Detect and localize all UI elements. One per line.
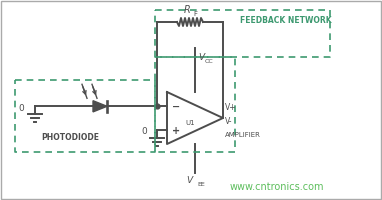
Text: FEEDBACK NETWORK: FEEDBACK NETWORK	[240, 16, 332, 25]
Text: V+: V+	[225, 104, 236, 112]
Text: U1: U1	[185, 120, 195, 126]
Text: R: R	[184, 5, 191, 15]
Text: AMPLIFIER: AMPLIFIER	[225, 132, 261, 138]
Text: V-: V-	[225, 117, 233, 127]
Text: F: F	[193, 11, 197, 17]
Text: V: V	[198, 53, 204, 62]
Text: PHOTODIODE: PHOTODIODE	[41, 133, 99, 142]
Text: 0: 0	[18, 104, 24, 113]
Text: +: +	[172, 126, 180, 136]
Text: EE: EE	[197, 182, 205, 187]
Text: 0: 0	[141, 127, 147, 136]
Text: −: −	[172, 102, 180, 112]
Text: www.cntronics.com: www.cntronics.com	[230, 182, 324, 192]
Polygon shape	[93, 101, 107, 112]
Text: CC: CC	[205, 59, 214, 64]
Text: V: V	[186, 176, 192, 185]
